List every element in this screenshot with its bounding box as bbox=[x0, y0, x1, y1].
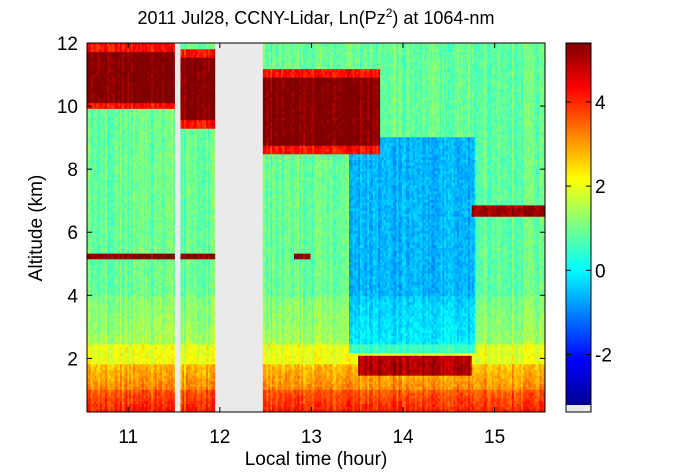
chart-title: 2011 Jul28, CCNY-Lidar, Ln(Pz2) at 1064-… bbox=[138, 6, 495, 28]
lidar-heatmap bbox=[87, 43, 546, 413]
